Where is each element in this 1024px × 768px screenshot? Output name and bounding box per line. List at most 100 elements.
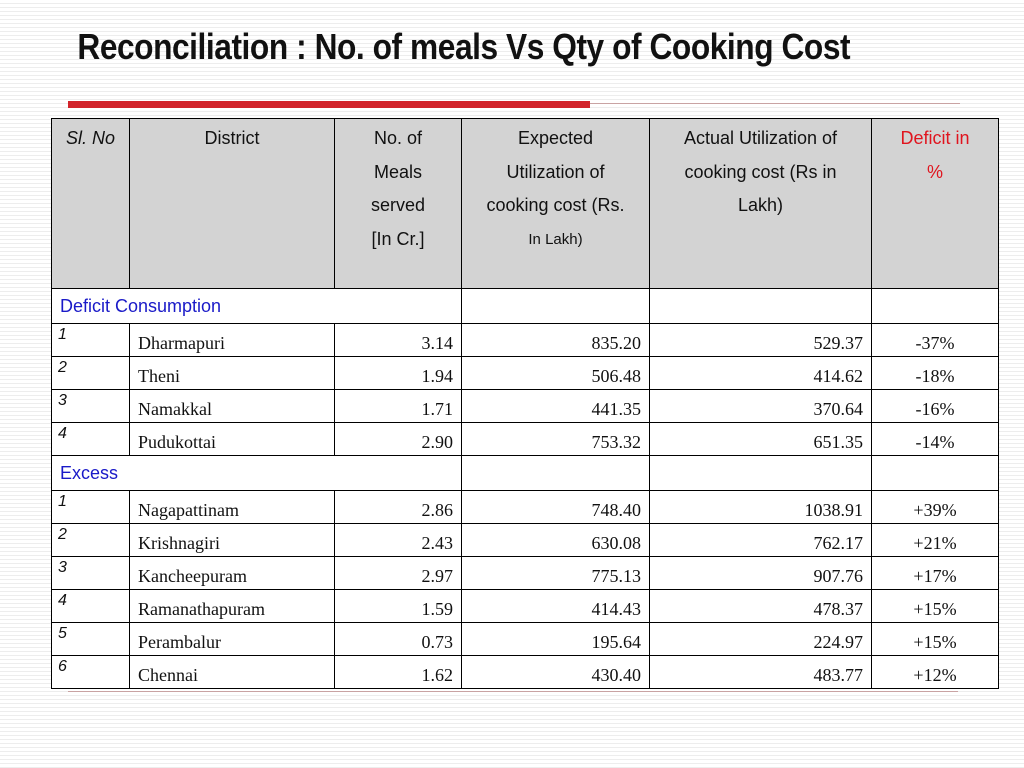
cell-percent: +12% bbox=[871, 655, 999, 689]
header-line: In Lakh) bbox=[528, 230, 583, 248]
header-expected-utilization: Expected Utilization of cooking cost (Rs… bbox=[461, 118, 650, 289]
cell-sl-no: 2 bbox=[51, 356, 130, 390]
header-line: Lakh) bbox=[737, 195, 784, 215]
group-label-deficit: Deficit Consumption bbox=[51, 288, 462, 324]
header-line: Meals bbox=[373, 161, 422, 182]
title-underline-red bbox=[68, 101, 590, 108]
cell-expected: 775.13 bbox=[461, 556, 650, 590]
slide-title: Reconciliation : No. of meals Vs Qty of … bbox=[77, 26, 851, 67]
cell-expected: 441.35 bbox=[461, 389, 650, 423]
table-row: 2 Krishnagiri 2.43 630.08 762.17 +21% bbox=[51, 523, 999, 557]
cell-expected: 748.40 bbox=[461, 490, 650, 524]
cell-district: Nagapattinam bbox=[129, 490, 335, 524]
cell-percent: -18% bbox=[871, 356, 999, 390]
cell-actual: 483.77 bbox=[649, 655, 872, 689]
cell-percent: +15% bbox=[871, 622, 999, 656]
table-row: 6 Chennai 1.62 430.40 483.77 +12% bbox=[51, 655, 999, 689]
cell-expected: 414.43 bbox=[461, 589, 650, 623]
empty-cell bbox=[649, 288, 872, 324]
table-row: 3 Kancheepuram 2.97 775.13 907.76 +17% bbox=[51, 556, 999, 590]
header-line: served bbox=[370, 195, 426, 215]
cell-sl-no: 5 bbox=[51, 622, 130, 656]
cell-actual: 224.97 bbox=[649, 622, 872, 656]
cell-expected: 630.08 bbox=[461, 523, 650, 557]
header-line: Expected bbox=[517, 128, 594, 148]
cell-actual: 529.37 bbox=[649, 323, 872, 357]
cell-actual: 1038.91 bbox=[649, 490, 872, 524]
header-line: % bbox=[926, 161, 943, 182]
cell-district: Ramanathapuram bbox=[129, 589, 335, 623]
table-row: 5 Perambalur 0.73 195.64 224.97 +15% bbox=[51, 622, 999, 656]
cell-percent: -37% bbox=[871, 323, 999, 357]
cell-district: Pudukottai bbox=[129, 422, 335, 456]
cell-meals: 2.86 bbox=[334, 490, 462, 524]
cell-district: Theni bbox=[129, 356, 335, 390]
reconciliation-table: Sl. No District No. of Meals served [In … bbox=[51, 118, 999, 689]
cell-meals: 0.73 bbox=[334, 622, 462, 656]
cell-meals: 2.97 bbox=[334, 556, 462, 590]
table-row: 4 Ramanathapuram 1.59 414.43 478.37 +15% bbox=[51, 589, 999, 623]
table-row: 1 Nagapattinam 2.86 748.40 1038.91 +39% bbox=[51, 490, 999, 524]
cell-sl-no: 1 bbox=[51, 323, 130, 357]
cell-actual: 370.64 bbox=[649, 389, 872, 423]
cell-sl-no: 2 bbox=[51, 523, 130, 557]
header-line: [In Cr.] bbox=[371, 228, 425, 249]
cell-sl-no: 3 bbox=[51, 556, 130, 590]
header-meals-served: No. of Meals served [In Cr.] bbox=[334, 118, 462, 289]
cell-district: Kancheepuram bbox=[129, 556, 335, 590]
cell-actual: 907.76 bbox=[649, 556, 872, 590]
cell-meals: 1.62 bbox=[334, 655, 462, 689]
cell-expected: 430.40 bbox=[461, 655, 650, 689]
cell-meals: 2.43 bbox=[334, 523, 462, 557]
group-row-deficit: Deficit Consumption bbox=[51, 288, 999, 324]
cell-actual: 478.37 bbox=[649, 589, 872, 623]
cell-district: Perambalur bbox=[129, 622, 335, 656]
cell-expected: 753.32 bbox=[461, 422, 650, 456]
group-label-excess: Excess bbox=[51, 455, 462, 491]
cell-expected: 835.20 bbox=[461, 323, 650, 357]
bottom-divider bbox=[68, 691, 958, 692]
header-deficit-percent: Deficit in % bbox=[871, 118, 999, 289]
cell-actual: 414.62 bbox=[649, 356, 872, 390]
header-line: Deficit in bbox=[900, 128, 970, 148]
header-line: No. of bbox=[373, 128, 423, 148]
cell-actual: 762.17 bbox=[649, 523, 872, 557]
header-sl-no: Sl. No bbox=[51, 118, 130, 289]
cell-actual: 651.35 bbox=[649, 422, 872, 456]
cell-district: Chennai bbox=[129, 655, 335, 689]
cell-sl-no: 4 bbox=[51, 422, 130, 456]
cell-meals: 2.90 bbox=[334, 422, 462, 456]
cell-district: Dharmapuri bbox=[129, 323, 335, 357]
table-row: 2 Theni 1.94 506.48 414.62 -18% bbox=[51, 356, 999, 390]
cell-sl-no: 6 bbox=[51, 655, 130, 689]
cell-expected: 506.48 bbox=[461, 356, 650, 390]
cell-expected: 195.64 bbox=[461, 622, 650, 656]
table-row: 3 Namakkal 1.71 441.35 370.64 -16% bbox=[51, 389, 999, 423]
empty-cell bbox=[461, 455, 650, 491]
cell-percent: +17% bbox=[871, 556, 999, 590]
table-row: 1 Dharmapuri 3.14 835.20 529.37 -37% bbox=[51, 323, 999, 357]
cell-district: Namakkal bbox=[129, 389, 335, 423]
cell-meals: 1.59 bbox=[334, 589, 462, 623]
header-actual-utilization: Actual Utilization of cooking cost (Rs i… bbox=[649, 118, 872, 289]
cell-sl-no: 3 bbox=[51, 389, 130, 423]
cell-percent: +39% bbox=[871, 490, 999, 524]
empty-cell bbox=[649, 455, 872, 491]
cell-meals: 3.14 bbox=[334, 323, 462, 357]
cell-sl-no: 1 bbox=[51, 490, 130, 524]
cell-percent: +21% bbox=[871, 523, 999, 557]
cell-meals: 1.94 bbox=[334, 356, 462, 390]
table-header-row: Sl. No District No. of Meals served [In … bbox=[51, 118, 999, 289]
header-line: Utilization of bbox=[506, 161, 605, 182]
cell-percent: -16% bbox=[871, 389, 999, 423]
cell-percent: -14% bbox=[871, 422, 999, 456]
header-district: District bbox=[129, 118, 335, 289]
header-line: cooking cost (Rs in bbox=[684, 161, 837, 182]
cell-meals: 1.71 bbox=[334, 389, 462, 423]
empty-cell bbox=[461, 288, 650, 324]
cell-sl-no: 4 bbox=[51, 589, 130, 623]
group-row-excess: Excess bbox=[51, 455, 999, 491]
empty-cell bbox=[871, 288, 999, 324]
cell-percent: +15% bbox=[871, 589, 999, 623]
header-line: Actual Utilization of bbox=[683, 128, 838, 148]
